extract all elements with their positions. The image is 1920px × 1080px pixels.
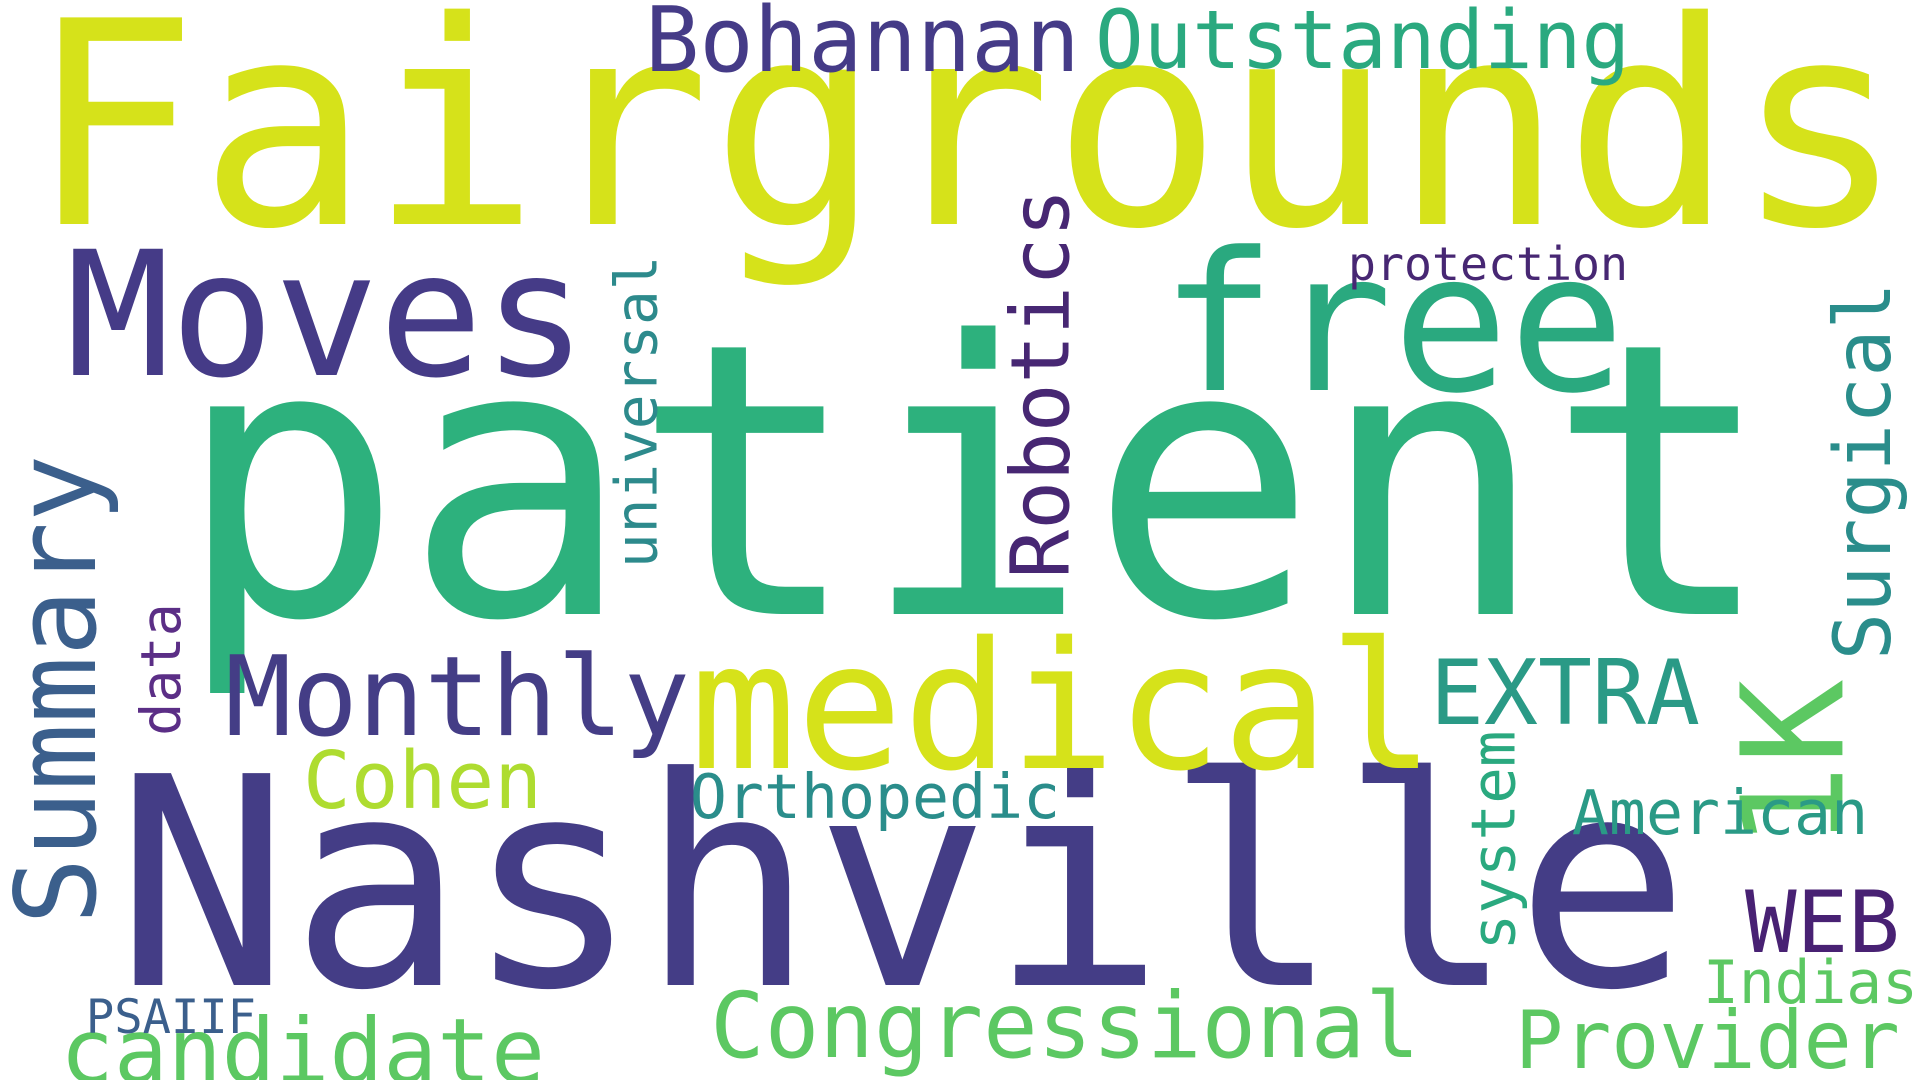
word-patient: patient xyxy=(174,261,1776,704)
word-web: WEB xyxy=(1745,873,1900,974)
word-robotics: Robotics xyxy=(994,187,1089,579)
word-data: data xyxy=(128,602,193,736)
word-extra: EXTRA xyxy=(1430,642,1700,747)
word-free: free xyxy=(1160,210,1626,436)
word-fairgrounds: Fairgrounds xyxy=(28,0,1905,292)
word-congressional: Congressional xyxy=(710,974,1420,1080)
word-orthopedic: Orthopedic xyxy=(689,760,1061,833)
word-protection: protection xyxy=(1348,237,1628,292)
word-moves: Moves xyxy=(66,214,588,416)
word-outstanding: Outstanding xyxy=(1095,0,1631,89)
word-psaiif: PSAIIF xyxy=(85,989,257,1045)
word-medical: medical xyxy=(690,604,1436,811)
word-surgical: Surgical xyxy=(1816,282,1909,661)
word-american: American xyxy=(1571,777,1869,850)
word-cohen: Cohen xyxy=(303,734,542,828)
word-indias: Indias xyxy=(1703,948,1918,1018)
word-candidate: candidate xyxy=(60,999,545,1080)
word-summary: Summary xyxy=(0,455,122,925)
word-nashville: Nashville xyxy=(114,714,1691,1054)
word-universal: universal xyxy=(602,255,671,568)
word-monthly: Monthly xyxy=(225,634,690,763)
word-system: system xyxy=(1458,729,1530,950)
word-bohannan: Bohannan xyxy=(645,0,1080,94)
word-provider: Provider xyxy=(1515,994,1900,1080)
